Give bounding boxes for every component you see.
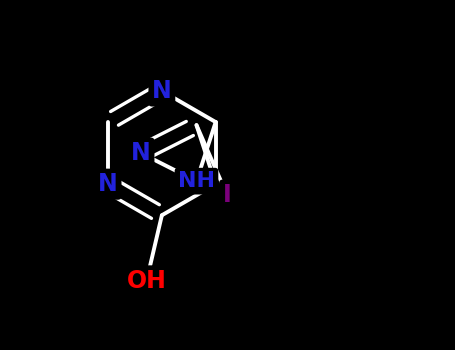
Text: NH: NH — [178, 171, 215, 191]
Text: OH: OH — [126, 269, 167, 293]
Text: N: N — [131, 141, 151, 165]
Text: N: N — [98, 172, 118, 196]
Text: I: I — [223, 183, 232, 207]
Text: N: N — [152, 79, 172, 103]
